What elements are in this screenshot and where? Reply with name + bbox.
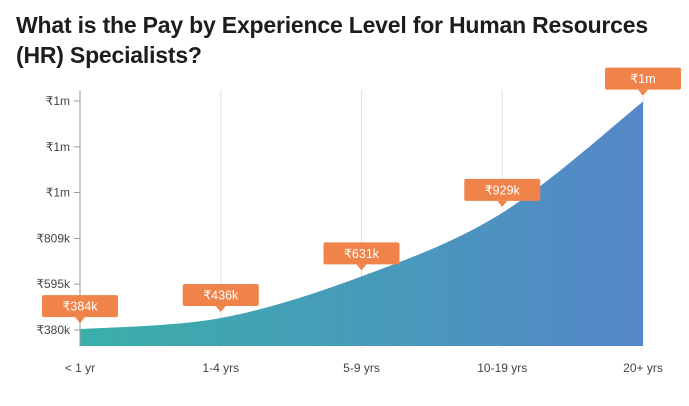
data-label-box [182, 284, 259, 307]
x-tick-label: 20+ yrs [623, 361, 663, 375]
x-tick-label: 5-9 yrs [343, 361, 380, 375]
y-tick-label: ₹1m [46, 140, 70, 154]
data-label-pointer [497, 200, 508, 207]
data-label: ₹436k [182, 284, 259, 313]
data-label-box [42, 295, 118, 318]
area-series [80, 101, 643, 346]
y-tick-label: ₹1m [46, 186, 70, 200]
data-label-text: ₹384k [62, 300, 98, 314]
data-labels: ₹384k ₹436k ₹631k ₹929k ₹1m [42, 67, 681, 324]
data-label-pointer [638, 89, 648, 96]
data-label-pointer [215, 306, 226, 313]
x-tick-label: 1-4 yrs [202, 361, 239, 375]
data-label-box [605, 67, 681, 90]
data-label-pointer [75, 317, 85, 324]
y-tick-label: ₹809k [36, 231, 71, 245]
data-label: ₹929k [464, 178, 541, 207]
data-label-text: ₹631k [344, 247, 380, 261]
data-label-box [464, 178, 541, 201]
x-tick-label: 10-19 yrs [477, 361, 527, 375]
x-tick-label: < 1 yr [65, 361, 95, 375]
data-label-text: ₹929k [485, 183, 521, 197]
data-label-pointer [356, 264, 367, 271]
data-label-box [323, 242, 400, 265]
data-label-text: ₹1m [630, 72, 655, 86]
chart-title: What is the Pay by Experience Level for … [16, 12, 648, 68]
data-label: ₹1m [605, 67, 681, 96]
data-label: ₹384k [42, 295, 118, 324]
y-tick-label: ₹595k [36, 277, 71, 291]
data-label-text: ₹436k [203, 289, 239, 303]
data-label: ₹631k [323, 242, 400, 271]
y-axis: ₹380k ₹595k ₹809k ₹1m ₹1m ₹1m [36, 90, 81, 346]
y-tick-label: ₹380k [36, 323, 71, 337]
x-axis: < 1 yr 1-4 yrs 5-9 yrs 10-19 yrs 20+ yrs [65, 361, 663, 375]
y-tick-label: ₹1m [46, 94, 70, 108]
